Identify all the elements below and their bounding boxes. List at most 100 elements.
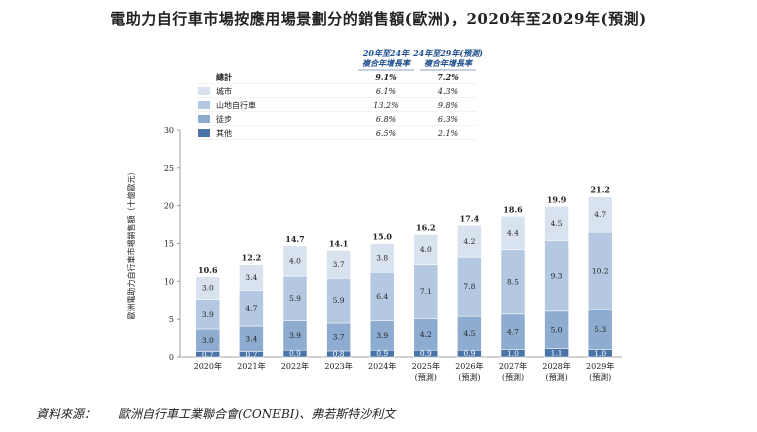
legend-label: 總計 xyxy=(216,72,232,82)
total-label: 18.6 xyxy=(503,204,523,214)
data-label-hiking: 3.0 xyxy=(202,336,214,345)
data-label-mtb: 4.7 xyxy=(245,304,257,313)
data-label-other: 1.1 xyxy=(551,348,563,357)
cagr-header-1-line-1: 20年至24年 xyxy=(362,48,410,58)
x-tick-label: 2023年 xyxy=(324,361,352,371)
y-tick-label: 15 xyxy=(164,240,174,249)
data-label-mtb: 9.3 xyxy=(551,271,563,280)
x-tick-label: 2026年 xyxy=(455,361,483,371)
source-label: 資料來源： xyxy=(36,407,97,421)
cagr-value-2020-2024: 6.8% xyxy=(376,115,397,124)
data-label-mtb: 3.9 xyxy=(202,310,214,319)
data-label-other: 0.9 xyxy=(289,349,301,358)
legend-label: 其他 xyxy=(216,128,232,138)
data-label-mtb: 10.2 xyxy=(592,266,609,275)
bar-segment-city xyxy=(195,276,221,300)
data-label-other: 1.0 xyxy=(594,349,606,358)
bar-segment-city xyxy=(369,243,395,273)
data-label-city: 4.2 xyxy=(463,237,475,246)
x-tick-label: 2020年 xyxy=(194,361,222,371)
bar-segment-city xyxy=(282,245,308,277)
source-note: 資料來源： 歐洲自行車工業聯合會(CONEBI)、弗若斯特沙利文 xyxy=(36,405,395,422)
bar-segment-mtb xyxy=(544,240,569,312)
legend-label: 山地自行車 xyxy=(216,100,256,110)
bar-segment-hiking xyxy=(587,309,613,350)
data-label-other: 0.7 xyxy=(245,350,257,359)
data-label-other: 0.9 xyxy=(463,349,475,358)
bar-segment-hiking xyxy=(326,322,351,352)
cagr-value-2020-2024: 9.1% xyxy=(375,72,397,82)
bar-segment-city xyxy=(239,264,264,291)
cagr-header-2-line-2: 複合年增長率 xyxy=(424,58,474,68)
data-label-other: 0.7 xyxy=(202,350,214,359)
legend-swatch-mtb xyxy=(198,101,210,109)
data-label-mtb: 6.4 xyxy=(376,292,388,301)
data-label-hiking: 3.9 xyxy=(376,331,388,340)
cagr-value-2024-2029: 2.1% xyxy=(437,129,459,138)
data-label-city: 4.4 xyxy=(507,229,519,238)
cagr-value-2020-2024: 6.5% xyxy=(376,129,397,138)
x-tick-label: 2029年 xyxy=(586,361,614,371)
bar-segment-mtb xyxy=(326,278,351,324)
bar-segment-hiking xyxy=(500,313,526,350)
bar-segment-mtb xyxy=(195,299,221,330)
cagr-header-2-line-1: 24年至29年(預測) xyxy=(412,48,483,58)
legend-swatch-hiking xyxy=(198,115,210,123)
bar-segment-city xyxy=(500,216,526,250)
bar-segment-hiking xyxy=(457,315,482,351)
x-tick-label: 2024年 xyxy=(368,361,396,371)
legend-swatch-city xyxy=(198,87,210,95)
bar-segment-mtb xyxy=(587,231,613,310)
data-label-hiking: 3.7 xyxy=(333,333,345,342)
bar-segment-mtb xyxy=(282,275,308,321)
bar-segment-city xyxy=(587,196,613,233)
total-label: 12.2 xyxy=(242,253,261,263)
data-label-hiking: 4.2 xyxy=(420,330,432,339)
data-label-other: 1.0 xyxy=(507,349,519,358)
data-label-hiking: 5.3 xyxy=(594,325,606,334)
cagr-value-2024-2029: 4.3% xyxy=(437,87,459,96)
legend-label: 徒步 xyxy=(216,114,232,124)
bar-segment-mtb xyxy=(413,264,439,319)
y-tick-label: 5 xyxy=(169,315,174,324)
data-label-mtb: 5.9 xyxy=(289,294,301,303)
cagr-value-2024-2029: 7.2% xyxy=(437,72,459,82)
total-label: 14.1 xyxy=(329,238,348,248)
bar-segment-city xyxy=(326,250,351,279)
x-tick-label: 2022年 xyxy=(281,361,309,371)
x-tick-label: 2025年 xyxy=(412,361,440,371)
total-label: 14.7 xyxy=(285,234,304,244)
bar-segment-hiking xyxy=(369,320,395,351)
data-label-city: 3.4 xyxy=(245,273,257,282)
total-label: 19.9 xyxy=(547,194,567,204)
data-label-mtb: 7.8 xyxy=(463,282,475,291)
total-label: 10.6 xyxy=(198,265,218,275)
data-label-hiking: 4.5 xyxy=(463,329,475,338)
x-tick-sublabel: (預測) xyxy=(415,372,437,382)
data-label-other: 0.8 xyxy=(333,350,345,359)
legend-swatch-total_swatch xyxy=(197,72,211,82)
total-label: 15.0 xyxy=(372,232,392,242)
data-label-mtb: 5.9 xyxy=(333,296,345,305)
x-tick-sublabel: (預測) xyxy=(589,372,611,382)
legend-label: 城市 xyxy=(216,86,232,96)
y-tick-label: 0 xyxy=(169,353,174,362)
bar-segment-hiking xyxy=(413,318,439,351)
data-label-other: 0.9 xyxy=(420,349,432,358)
cagr-value-2024-2029: 6.3% xyxy=(438,115,459,124)
data-label-hiking: 3.9 xyxy=(289,331,301,340)
data-label-hiking: 4.7 xyxy=(507,327,519,336)
y-tick-label: 10 xyxy=(164,277,174,286)
bar-segment-city xyxy=(544,206,569,241)
cagr-header-1-line-2: 複合年增長率 xyxy=(362,58,412,68)
data-label-city: 3.8 xyxy=(376,253,388,262)
bar-segment-hiking xyxy=(544,310,569,349)
source-text: 歐洲自行車工業聯合會(CONEBI)、弗若斯特沙利文 xyxy=(118,407,396,421)
data-label-hiking: 3.4 xyxy=(245,334,257,343)
data-label-city: 3.0 xyxy=(202,284,214,293)
cagr-value-2024-2029: 9.8% xyxy=(438,101,459,110)
y-tick-label: 20 xyxy=(164,202,174,211)
x-tick-sublabel: (預測) xyxy=(502,372,524,382)
data-label-hiking: 5.0 xyxy=(551,325,563,334)
